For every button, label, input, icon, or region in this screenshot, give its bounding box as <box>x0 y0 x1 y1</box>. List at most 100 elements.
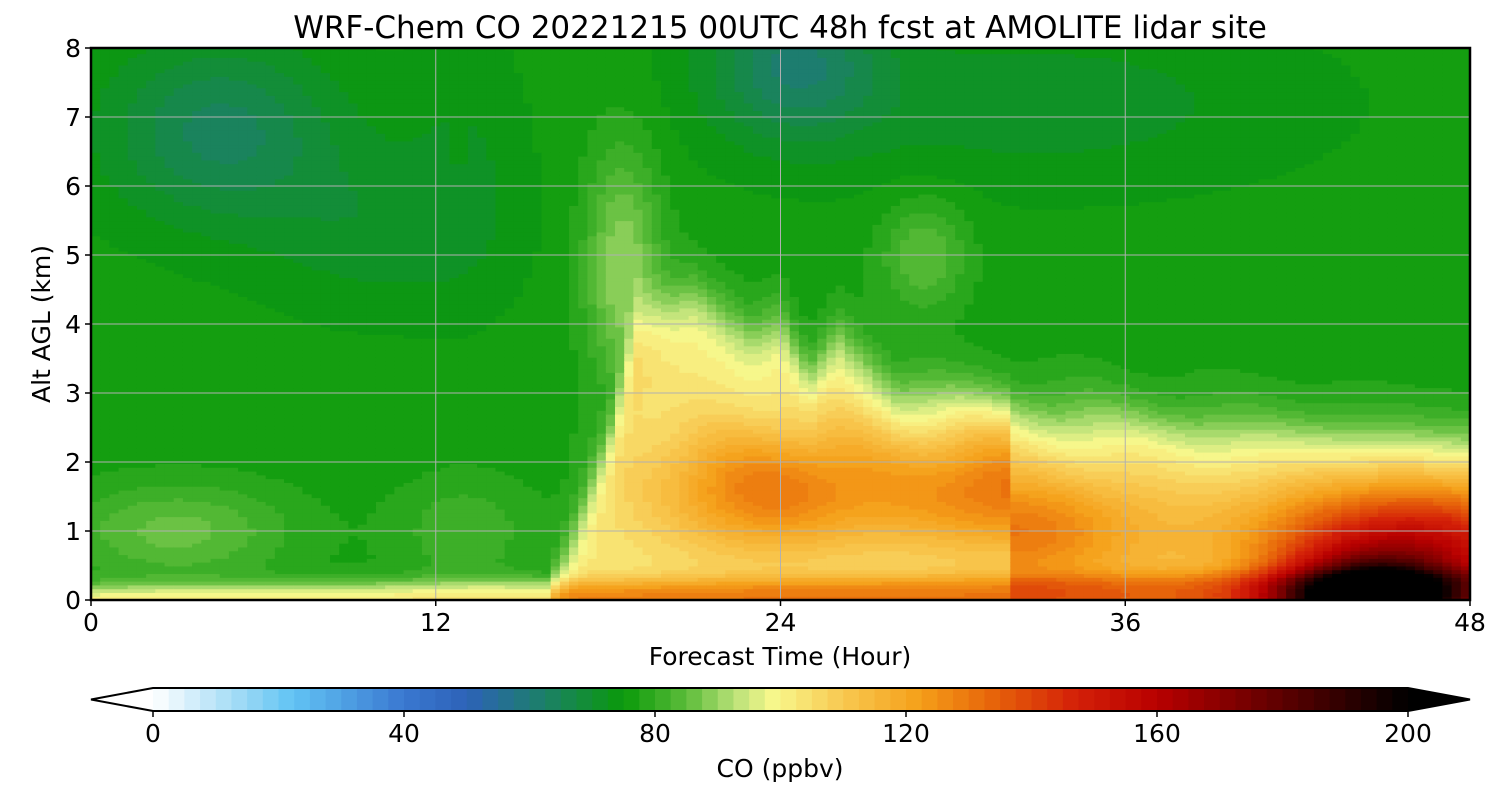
colorbar-segment <box>200 688 216 711</box>
colorbar-segment <box>467 688 483 711</box>
colorbar-segment <box>828 688 844 711</box>
colorbar-segment <box>1126 688 1142 711</box>
colorbar <box>91 688 1470 711</box>
colorbar-extend-max <box>1408 688 1470 711</box>
colorbar-tick-label: 0 <box>145 719 161 748</box>
colorbar-segment <box>922 688 938 711</box>
colorbar-segment <box>169 688 185 711</box>
colorbar-segment <box>231 688 247 711</box>
colorbar-segment <box>812 688 828 711</box>
colorbar-segment <box>686 688 702 711</box>
colorbar-segment <box>796 688 812 711</box>
colorbar-extend-min <box>91 688 153 711</box>
y-tick-label: 0 <box>65 586 81 615</box>
colorbar-label: CO (ppbv) <box>717 754 844 783</box>
colorbar-segment <box>1047 688 1063 711</box>
colorbar-segment <box>184 688 200 711</box>
colorbar-segment <box>639 688 655 711</box>
colorbar-segment <box>482 688 498 711</box>
colorbar-segment <box>1361 688 1377 711</box>
colorbar-segment <box>718 688 734 711</box>
x-axis: 0 12 24 36 48 <box>83 600 1486 637</box>
colorbar-segment <box>655 688 671 711</box>
y-tick-label: 3 <box>65 379 81 408</box>
colorbar-segment <box>765 688 781 711</box>
colorbar-segment <box>969 688 985 711</box>
colorbar-segment <box>671 688 687 711</box>
colorbar-segment <box>545 688 561 711</box>
y-tick-label: 2 <box>65 448 81 477</box>
colorbar-tick-label: 200 <box>1384 719 1432 748</box>
colorbar-segment <box>1330 688 1346 711</box>
y-tick-label: 7 <box>65 103 81 132</box>
colorbar-segment <box>514 688 530 711</box>
colorbar-segment <box>388 688 404 711</box>
colorbar-segment <box>1298 688 1314 711</box>
x-tick-label: 0 <box>83 608 99 637</box>
colorbar-segment <box>247 688 263 711</box>
colorbar-segment <box>498 688 514 711</box>
colorbar-segment <box>1141 688 1157 711</box>
colorbar-tick-label: 120 <box>882 719 930 748</box>
colorbar-ticks: 0 40 80 120 160 200 <box>145 711 1432 748</box>
colorbar-segment <box>733 688 749 711</box>
colorbar-segment <box>749 688 765 711</box>
colorbar-segment <box>1220 688 1236 711</box>
y-axis-label: Alt AGL (km) <box>27 245 56 403</box>
x-axis-label: Forecast Time (Hour) <box>649 642 912 671</box>
x-tick-label: 24 <box>765 608 797 637</box>
colorbar-segment <box>530 688 546 711</box>
colorbar-segment <box>577 688 593 711</box>
y-tick-label: 6 <box>65 172 81 201</box>
colorbar-segment <box>263 688 279 711</box>
colorbar-segment <box>1251 688 1267 711</box>
colorbar-segment <box>1283 688 1299 711</box>
colorbar-segment <box>1173 688 1189 711</box>
y-tick-label: 1 <box>65 517 81 546</box>
y-tick-label: 5 <box>65 241 81 270</box>
colorbar-tick-label: 160 <box>1133 719 1181 748</box>
colorbar-segment <box>1094 688 1110 711</box>
colorbar-segment <box>373 688 389 711</box>
colorbar-segment <box>153 688 169 711</box>
colorbar-segment <box>1016 688 1032 711</box>
colorbar-segment <box>420 688 436 711</box>
colorbar-segment <box>1204 688 1220 711</box>
colorbar-tick-label: 80 <box>639 719 671 748</box>
colorbar-segment <box>843 688 859 711</box>
colorbar-segment <box>561 688 577 711</box>
colorbar-segment <box>1188 688 1204 711</box>
colorbar-segment <box>1345 688 1361 711</box>
colorbar-segment <box>1235 688 1251 711</box>
colorbar-segment <box>608 688 624 711</box>
x-tick-label: 12 <box>420 608 452 637</box>
colorbar-segment <box>781 688 797 711</box>
chart-title: WRF-Chem CO 20221215 00UTC 48h fcst at A… <box>293 10 1267 46</box>
colorbar-segment <box>435 688 451 711</box>
colorbar-tick-label: 40 <box>388 719 420 748</box>
colorbar-segment <box>326 688 342 711</box>
x-tick-label: 48 <box>1454 608 1486 637</box>
colorbar-segment <box>294 688 310 711</box>
colorbar-segment <box>592 688 608 711</box>
colorbar-segment <box>279 688 295 711</box>
colorbar-segment <box>624 688 640 711</box>
colorbar-segment <box>1157 688 1173 711</box>
colorbar-segment <box>890 688 906 711</box>
colorbar-segment <box>357 688 373 711</box>
colorbar-segment <box>1079 688 1095 711</box>
colorbar-segment <box>404 688 420 711</box>
colorbar-segment <box>1314 688 1330 711</box>
colorbar-segment <box>859 688 875 711</box>
colorbar-segment <box>1063 688 1079 711</box>
colorbar-segment <box>341 688 357 711</box>
colorbar-segment <box>216 688 232 711</box>
colorbar-segment <box>953 688 969 711</box>
colorbar-segment <box>875 688 891 711</box>
y-tick-label: 4 <box>65 310 81 339</box>
colorbar-segment <box>1267 688 1283 711</box>
colorbar-segment <box>702 688 718 711</box>
x-tick-label: 36 <box>1109 608 1141 637</box>
